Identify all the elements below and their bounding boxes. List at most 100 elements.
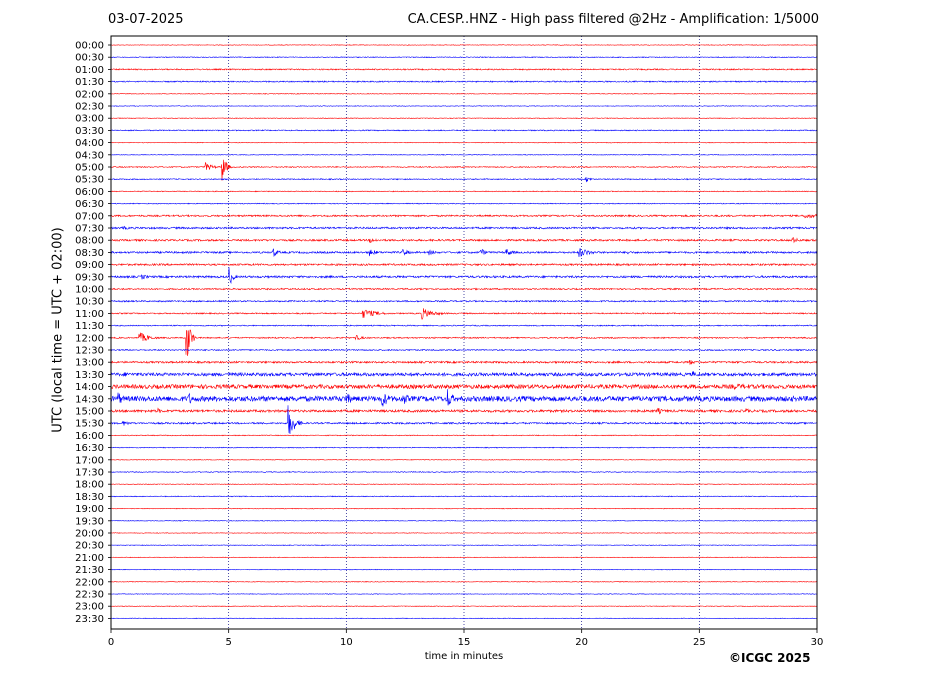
y-tick-label: 04:30 (75, 150, 104, 161)
y-tick-label: 23:30 (75, 614, 104, 625)
trace-0430 (110, 154, 818, 156)
x-tick-label: 30 (811, 637, 824, 648)
y-tick-label: 15:30 (75, 419, 104, 430)
y-tick-label: 07:30 (75, 224, 104, 235)
x-tick-label: 20 (575, 637, 588, 648)
trace-1300 (110, 360, 818, 366)
y-tick-label: 16:30 (75, 443, 104, 454)
y-tick-label: 20:30 (75, 541, 104, 552)
trace-0730 (110, 225, 818, 230)
trace-0330 (110, 129, 818, 132)
x-axis-label: time in minutes (424, 651, 504, 662)
trace-0830 (110, 248, 818, 258)
y-tick-label: 03:00 (75, 114, 104, 125)
y-tick-label: 06:00 (75, 187, 104, 198)
y-tick-label: 17:00 (75, 455, 104, 466)
trace-1930 (110, 520, 818, 522)
trace-2000 (110, 532, 818, 534)
y-tick-label: 04:00 (75, 138, 104, 149)
y-tick-label: 17:30 (75, 468, 104, 479)
y-tick-label: 14:00 (75, 382, 104, 393)
y-tick-label: 13:30 (75, 370, 104, 381)
x-tick-label: 25 (693, 637, 706, 648)
trace-1500 (110, 407, 818, 415)
trace-1630 (110, 446, 818, 449)
trace-0530 (110, 176, 818, 183)
y-tick-label: 19:00 (75, 504, 104, 515)
trace-1800 (110, 483, 818, 485)
x-tick-label: 15 (458, 637, 471, 648)
y-tick-label: 18:30 (75, 492, 104, 503)
trace-2330 (110, 617, 818, 620)
y-tick-label: 20:00 (75, 529, 104, 540)
y-tick-label: 16:00 (75, 431, 104, 442)
y-tick-label: 05:00 (75, 163, 104, 174)
trace-2030 (110, 544, 818, 546)
trace-1700 (110, 459, 818, 461)
y-axis-label: UTC (local time = UTC + 02:00) (50, 227, 66, 433)
y-tick-label: 21:30 (75, 565, 104, 576)
trace-0400 (110, 141, 818, 144)
y-tick-label: 14:30 (75, 394, 104, 405)
chart-title: CA.CESP..HNZ - High pass filtered @2Hz -… (407, 12, 819, 27)
trace-1130 (110, 324, 818, 327)
y-tick-label: 21:00 (75, 553, 104, 564)
x-tick-label: 5 (225, 637, 231, 648)
y-tick-label: 07:00 (75, 211, 104, 222)
trace-1730 (110, 471, 818, 473)
y-tick-label: 02:30 (75, 102, 104, 113)
y-tick-label: 02:00 (75, 89, 104, 100)
y-tick-label: 09:00 (75, 260, 104, 271)
y-tick-label: 12:30 (75, 346, 104, 357)
y-tick-label: 23:00 (75, 602, 104, 613)
copyright-label: ©ICGC 2025 (729, 651, 811, 665)
x-tick-label: 10 (340, 637, 353, 648)
trace-0300 (110, 117, 818, 119)
trace-0500 (110, 159, 818, 181)
y-tick-label: 10:30 (75, 297, 104, 308)
trace-1430 (110, 389, 818, 407)
trace-1600 (110, 434, 817, 437)
trace-0100 (110, 68, 818, 71)
trace-0200 (111, 93, 818, 95)
trace-1000 (110, 287, 818, 291)
trace-2130 (110, 568, 818, 571)
y-tick-label: 22:00 (75, 577, 104, 588)
trace-1230 (110, 348, 817, 352)
y-tick-label: 11:30 (75, 321, 104, 332)
y-tick-label: 08:30 (75, 248, 104, 259)
trace-1030 (110, 299, 818, 303)
y-tick-label: 10:00 (75, 285, 104, 296)
y-tick-label: 01:00 (75, 65, 104, 76)
trace-1400 (110, 383, 818, 391)
trace-0130 (110, 80, 818, 83)
trace-0030 (110, 56, 818, 59)
y-tick-label: 12:00 (75, 333, 104, 344)
trace-2300 (110, 605, 818, 607)
trace-0700 (110, 213, 818, 219)
y-tick-label: 15:00 (75, 407, 104, 418)
trace-1330 (110, 371, 818, 378)
y-tick-label: 03:30 (75, 126, 104, 137)
x-tick-label: 0 (108, 637, 114, 648)
trace-2200 (110, 581, 817, 583)
trace-1900 (111, 507, 818, 510)
y-tick-label: 13:00 (75, 358, 104, 369)
y-tick-label: 00:00 (75, 41, 104, 52)
trace-0930 (110, 267, 818, 285)
y-tick-label: 08:00 (75, 236, 104, 247)
trace-0630 (110, 202, 818, 205)
trace-1200 (110, 329, 818, 356)
y-tick-label: 18:00 (75, 480, 104, 491)
trace-1830 (110, 495, 818, 498)
y-tick-label: 01:30 (75, 77, 104, 88)
y-tick-label: 19:30 (75, 516, 104, 527)
trace-0900 (110, 262, 818, 267)
trace-2230 (111, 593, 818, 595)
y-tick-label: 00:30 (75, 53, 104, 64)
y-tick-label: 06:30 (75, 199, 104, 210)
y-tick-label: 05:30 (75, 175, 104, 186)
y-tick-label: 11:00 (75, 309, 104, 320)
trace-0800 (110, 237, 818, 244)
